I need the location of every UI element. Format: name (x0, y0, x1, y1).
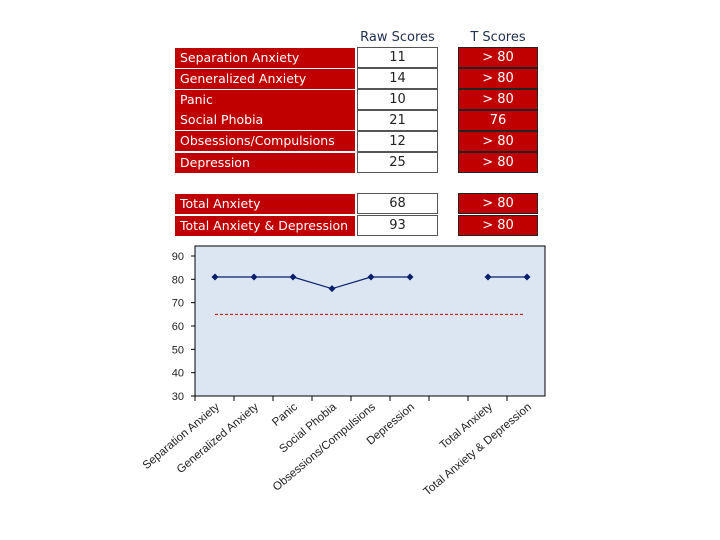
data-point-marker (328, 285, 336, 293)
row-label-separation-anxiety: Separation Anxiety (175, 48, 355, 68)
data-point-marker (406, 273, 414, 281)
row-label-total-anxiety-depression: Total Anxiety & Depression (175, 216, 355, 236)
x-tick-label: Total Anxiety (438, 401, 495, 452)
raw-score-obsessions-compulsions: 12 (357, 131, 438, 152)
t-score-generalized-anxiety: > 80 (458, 68, 538, 89)
t-score-social-phobia: 76 (458, 110, 538, 131)
data-point-marker (367, 273, 375, 281)
y-tick-label: 60 (172, 321, 184, 333)
raw-score-panic: 10 (357, 89, 438, 110)
row-label-total-anxiety: Total Anxiety (175, 194, 355, 214)
t-score-panic: > 80 (458, 89, 538, 110)
row-label-social-phobia: Social Phobia (175, 110, 355, 130)
data-point-marker (211, 273, 219, 281)
raw-score-social-phobia: 21 (357, 110, 438, 131)
y-axis: 30 40 50 60 70 80 90 (172, 251, 195, 403)
table-clip-edge (170, 236, 550, 242)
x-tick-label: Depression (365, 401, 417, 448)
data-point-marker (484, 273, 492, 281)
t-score-depression: > 80 (458, 152, 538, 173)
y-tick-label: 90 (172, 251, 184, 263)
t-score-obsessions-compulsions: > 80 (458, 131, 538, 152)
data-point-marker (523, 273, 531, 281)
y-tick-label: 70 (172, 298, 184, 310)
x-tick-label: Obsessions/Compulsions (271, 401, 378, 494)
raw-score-depression: 25 (357, 152, 438, 173)
y-tick-label: 80 (172, 274, 184, 286)
row-label-panic: Panic (175, 90, 355, 110)
raw-score-generalized-anxiety: 14 (357, 68, 438, 89)
x-tick-label: Total Anxiety & Depression (421, 401, 534, 498)
y-tick-label: 30 (172, 391, 184, 403)
row-label-obsessions-compulsions: Obsessions/Compulsions (175, 131, 355, 151)
data-point-marker (250, 273, 258, 281)
y-tick-label: 50 (172, 344, 184, 356)
score-table: Raw Scores T Scores Separation Anxiety 1… (0, 0, 720, 242)
series-line (215, 276, 410, 290)
x-tick-label: Panic (270, 401, 300, 429)
x-tick-label: Generalized Anxiety (175, 401, 261, 476)
raw-scores-header: Raw Scores (360, 30, 435, 45)
row-label-generalized-anxiety: Generalized Anxiety (175, 69, 355, 89)
x-tick-label: Separation Anxiety (141, 401, 222, 472)
t-score-total-anxiety: > 80 (458, 193, 538, 214)
series-layer (211, 273, 531, 293)
raw-score-separation-anxiety: 11 (357, 47, 438, 68)
x-tick-label: Social Phobia (277, 401, 339, 456)
row-label-depression: Depression (175, 153, 355, 173)
raw-score-total-anxiety: 68 (357, 193, 438, 214)
data-point-marker (289, 273, 297, 281)
t-scores-header: T Scores (470, 30, 526, 45)
plot-area (194, 245, 546, 397)
t-score-separation-anxiety: > 80 (458, 47, 538, 68)
t-score-total-anxiety-depression: > 80 (458, 215, 538, 236)
raw-score-total-anxiety-depression: 93 (357, 215, 438, 236)
y-tick-label: 40 (172, 368, 184, 380)
